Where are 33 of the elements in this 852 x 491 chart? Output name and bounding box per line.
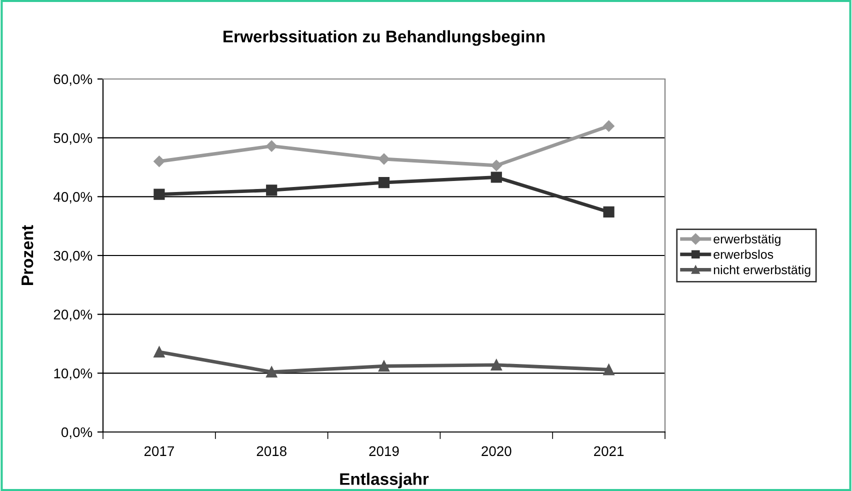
chart-title: Erwerbssituation zu Behandlungsbeginn: [224, 30, 545, 46]
point: [490, 359, 502, 370]
point: [378, 176, 390, 188]
point: [490, 172, 502, 183]
point: [154, 346, 165, 358]
x-tick-label: 2021: [594, 446, 624, 456]
point: [603, 120, 614, 132]
legend-label: nicht erwerbstätig: [714, 265, 810, 277]
point: [266, 366, 278, 378]
legend-label: erwerbslos: [714, 250, 774, 259]
point: [603, 364, 614, 376]
y-tick-label: 20,0%: [54, 310, 92, 322]
point: [378, 153, 390, 165]
y-tick-label: 60,0%: [54, 74, 92, 86]
x-tick-label: 2017: [144, 446, 174, 456]
y-tick-label: 30,0%: [54, 250, 92, 262]
legend-label: erwerbstätig: [714, 234, 780, 246]
y-tick-label: 0,0%: [61, 427, 92, 439]
y-tick-label: 40,0%: [54, 192, 92, 204]
point: [266, 184, 278, 196]
point: [266, 140, 278, 152]
point: [490, 160, 502, 172]
x-axis-title: Entlassjahr: [340, 472, 429, 488]
point: [154, 188, 165, 200]
x-tick-label: 2019: [369, 446, 399, 456]
y-tick-label: 10,0%: [54, 368, 92, 380]
point: [154, 156, 165, 167]
y-tick-label: 50,0%: [54, 133, 92, 145]
point: [603, 206, 614, 218]
x-tick-label: 2020: [482, 446, 512, 456]
point: [378, 360, 390, 372]
y-axis-title: Prozent: [22, 225, 34, 285]
x-tick-label: 2018: [256, 446, 286, 456]
